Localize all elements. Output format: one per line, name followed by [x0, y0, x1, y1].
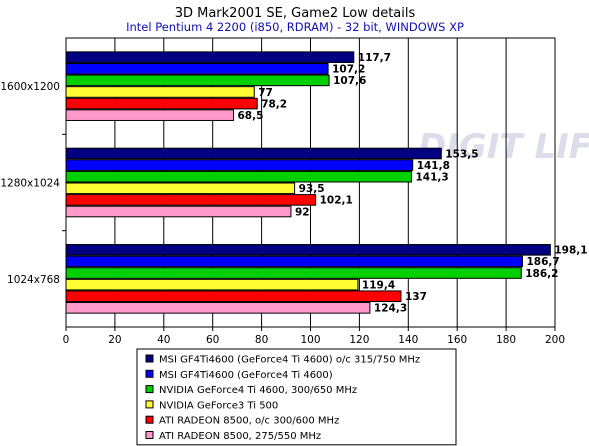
legend-swatch — [145, 354, 154, 363]
bar — [65, 290, 402, 303]
legend-swatch — [145, 415, 154, 424]
x-tick-label: 120 — [349, 334, 369, 346]
x-tick-label: 20 — [108, 334, 121, 346]
x-tick-label: 160 — [447, 334, 467, 346]
x-tick-label: 40 — [157, 334, 170, 346]
legend-label: NVIDIA GeForce4 Ti 4600, 300/650 MHz — [159, 385, 357, 396]
bar — [65, 62, 329, 75]
data-label: 77 — [258, 87, 273, 99]
bar — [65, 74, 330, 87]
axes: 0 20 40 60 80 100 120 140 160 180 200 1600x1200 1280… — [0, 37, 565, 346]
data-label: 107,6 — [333, 75, 366, 87]
bar — [65, 159, 414, 171]
data-label: 107,2 — [332, 64, 365, 76]
bar — [65, 302, 371, 314]
bar — [65, 170, 412, 183]
x-tick-label: 200 — [545, 334, 565, 346]
category-label: 1024x768 — [7, 274, 60, 286]
bar — [65, 255, 523, 268]
bar — [65, 86, 255, 98]
legend-swatch — [145, 431, 154, 439]
data-label: 93,5 — [299, 183, 325, 195]
data-label: 186,7 — [526, 256, 559, 268]
data-label: 124,3 — [374, 303, 407, 315]
x-tick-label: 100 — [300, 334, 320, 346]
data-label: 153,5 — [445, 148, 478, 160]
legend-label: NVIDIA GeForce3 Ti 500 — [159, 400, 278, 411]
category-label: 1280x1024 — [0, 178, 60, 190]
x-tick-label: 80 — [255, 334, 268, 346]
legend-swatch — [145, 385, 154, 394]
bar — [65, 205, 292, 218]
legend-label: MSI GF4Ti4600 (GeForce4 Ti 4600) — [159, 370, 333, 381]
bar — [65, 278, 359, 291]
legend-swatch — [145, 369, 154, 378]
data-label: 102,1 — [320, 195, 353, 207]
data-label: 141,8 — [417, 160, 450, 172]
data-label: 186,2 — [525, 268, 558, 280]
data-label: 68,5 — [237, 110, 263, 122]
bar — [65, 267, 522, 279]
legend-label: ATI RADEON 8500, o/c 300/600 MHz — [159, 416, 339, 427]
data-label: 137 — [405, 291, 427, 303]
watermark: DIGIT LIFE — [418, 127, 589, 167]
data-label: 117,7 — [358, 52, 391, 64]
chart-title: 3D Mark2001 SE, Game2 Low details — [175, 6, 416, 21]
legend-box — [136, 348, 457, 446]
bar — [65, 194, 317, 206]
legend-label: MSI GF4Ti4600 (GeForce4 Ti 4600) o/c 315… — [159, 355, 420, 366]
data-label: 92 — [295, 206, 310, 218]
legend: MSI GF4Ti4600 (GeForce4 Ti 4600) o/c 315… — [136, 348, 457, 446]
bar — [65, 147, 442, 160]
data-label: 141,3 — [415, 172, 448, 184]
legend-swatch — [145, 400, 154, 409]
bar — [65, 51, 355, 63]
plot-border — [65, 37, 556, 328]
category-label: 1600x1200 — [0, 81, 60, 93]
data-label: 78,2 — [261, 98, 287, 110]
data-label: 198,1 — [554, 245, 587, 257]
x-tick-label: 60 — [206, 334, 219, 346]
bar — [65, 97, 258, 110]
bar — [65, 182, 296, 195]
chart-subtitle: Intel Pentium 4 2200 (i850, RDRAM) - 32 … — [126, 20, 464, 34]
legend-label: ATI RADEON 8500, 275/550 MHz — [159, 431, 321, 442]
bar — [65, 109, 234, 121]
data-label: 119,4 — [362, 279, 395, 291]
x-tick-label: 140 — [398, 334, 418, 346]
x-tick-label: 0 — [63, 334, 70, 346]
bar — [65, 244, 551, 256]
x-tick-label: 180 — [496, 334, 516, 346]
